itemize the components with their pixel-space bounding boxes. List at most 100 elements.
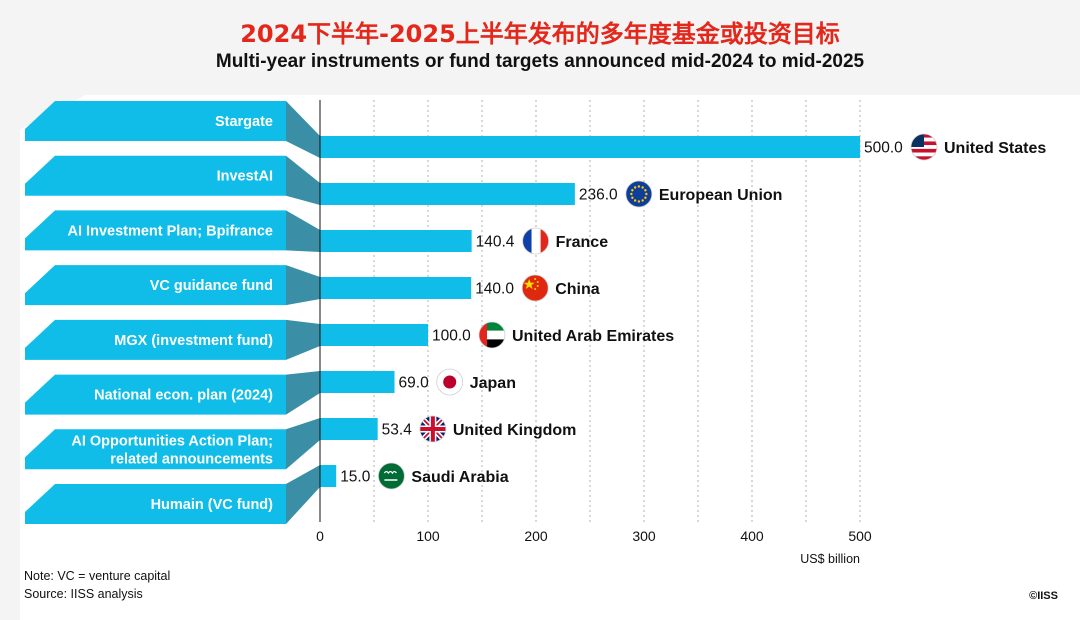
saudi-flag-icon xyxy=(377,462,405,490)
flag-part xyxy=(911,148,937,153)
china-flag-icon xyxy=(521,274,549,302)
instrument-banner xyxy=(25,210,286,251)
instrument-banner xyxy=(25,319,286,360)
flag-star xyxy=(641,186,644,189)
flag-star xyxy=(641,199,644,202)
uk-flag-icon xyxy=(419,415,447,443)
flag-clip xyxy=(419,416,446,442)
data-bar xyxy=(320,371,395,393)
flag-star xyxy=(630,192,633,196)
country-label: United States xyxy=(944,140,1046,157)
value-label: 15.0 xyxy=(340,469,371,486)
banner-fold xyxy=(286,101,320,158)
data-bar xyxy=(320,277,472,299)
bars-layer: Stargate 500.0 United States InvestAI 236.0 E… xyxy=(25,101,1046,524)
chart-title-zh: 2024下半年-2025上半年发布的多年度基金或投资目标 xyxy=(240,20,840,48)
france-flag-icon xyxy=(522,227,550,255)
instrument-label: related announcements xyxy=(110,451,273,467)
chart-source: Source: IISS analysis xyxy=(24,587,143,601)
banner-fold xyxy=(286,319,320,360)
flag-clip xyxy=(479,322,505,348)
banner-fold xyxy=(286,465,320,524)
flag-part xyxy=(522,228,532,254)
banner-fold xyxy=(286,210,320,252)
flag-clip xyxy=(625,181,652,207)
x-tick-label: 500 xyxy=(848,528,872,544)
flag-star xyxy=(523,279,535,289)
flag-outline xyxy=(377,462,405,490)
flag-part xyxy=(479,322,487,348)
instrument-label: Humain (VC fund) xyxy=(151,497,274,513)
x-tick-label: 400 xyxy=(740,528,764,544)
instrument-label: AI Opportunities Action Plan; xyxy=(71,433,273,449)
flag-outline xyxy=(436,368,464,396)
us-flag-icon xyxy=(910,133,938,161)
x-axis-label: US$ billion xyxy=(800,552,860,566)
instrument-label: Stargate xyxy=(215,114,273,130)
axis-layer: 0 100 200 300 400 500 US$ billion xyxy=(316,100,872,566)
instrument-label: VC guidance fund xyxy=(150,278,273,294)
flag-star xyxy=(637,200,641,203)
instrument-banner xyxy=(25,155,286,196)
flag-star xyxy=(536,285,539,287)
flag-part xyxy=(430,416,435,442)
instrument-label: National econ. plan (2024) xyxy=(94,388,273,404)
flag-outline xyxy=(522,227,550,255)
flag-part xyxy=(540,228,549,254)
flag-outline xyxy=(419,415,447,443)
x-tick-label: 200 xyxy=(524,528,548,544)
flag-star xyxy=(644,196,647,199)
flag-star xyxy=(534,288,537,290)
data-bar xyxy=(320,230,472,252)
flag-outline xyxy=(478,321,506,349)
flag-star xyxy=(644,189,647,192)
instrument-banner xyxy=(25,265,286,306)
country-label: China xyxy=(555,281,600,298)
copyright-label: ©IISS xyxy=(1029,590,1058,602)
x-tick-label: 0 xyxy=(316,528,324,544)
instrument-banner xyxy=(25,484,286,524)
country-label: France xyxy=(556,234,609,251)
country-label: Japan xyxy=(470,375,516,392)
flag-part xyxy=(911,152,937,157)
country-label: United Kingdom xyxy=(453,422,577,439)
flag-outline xyxy=(625,180,653,208)
uae-flag-icon xyxy=(478,321,506,349)
flag-part xyxy=(911,156,937,160)
data-bar xyxy=(320,136,860,158)
data-bar xyxy=(320,418,378,440)
japan-flag-icon xyxy=(436,368,464,396)
flag-part xyxy=(479,339,505,348)
chart-title-en: Multi-year instruments or fund targets a… xyxy=(215,51,865,72)
value-label: 140.0 xyxy=(475,281,514,298)
value-label: 236.0 xyxy=(579,187,618,204)
data-bar xyxy=(320,183,575,205)
data-bar xyxy=(320,465,337,487)
flag-part xyxy=(479,330,505,340)
banner-fold xyxy=(286,155,320,205)
flag-star xyxy=(534,278,537,280)
flag-clip xyxy=(522,228,549,254)
flag-part xyxy=(383,470,397,475)
flag-star xyxy=(633,199,637,202)
eu-flag-icon xyxy=(625,180,653,208)
instrument-label: MGX (investment fund) xyxy=(114,333,273,349)
flag-disc xyxy=(443,375,457,389)
flag-part xyxy=(911,145,937,149)
country-label: Saudi Arabia xyxy=(411,469,508,486)
instrument-label: InvestAI xyxy=(217,169,273,185)
banner-fold xyxy=(286,371,320,415)
flag-star xyxy=(633,186,637,189)
flag-part xyxy=(531,228,541,254)
flag-star xyxy=(645,192,648,196)
flag-clip xyxy=(911,134,937,160)
instrument-label: AI Investment Plan; Bpifrance xyxy=(68,223,273,239)
flag-clip xyxy=(436,369,463,395)
instrument-banner xyxy=(25,374,286,415)
banner-fold xyxy=(286,265,320,306)
chart-note: Note: VC = venture capital xyxy=(24,569,171,583)
country-label: United Arab Emirates xyxy=(512,328,674,345)
country-label: European Union xyxy=(659,187,783,204)
flag-part xyxy=(479,322,505,331)
flag-outline xyxy=(910,133,938,161)
